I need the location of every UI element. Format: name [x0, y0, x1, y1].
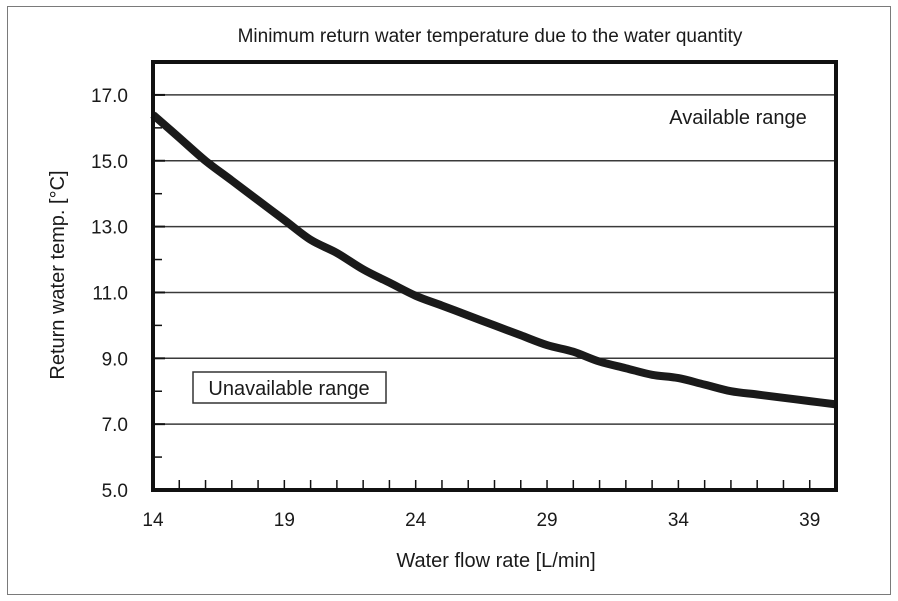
y-tick-label: 11.0 [92, 283, 128, 304]
y-tick-label: 9.0 [102, 349, 128, 370]
series-curve [150, 111, 837, 409]
x-tick-label: 34 [668, 510, 690, 531]
y-axis-ticks: 5.0 7.0 9.0 11.0 13.0 15.0 17.0 [91, 86, 165, 502]
gridlines [153, 94, 836, 425]
unavailable-range-box [192, 371, 387, 404]
chart-title: Minimum return water temperature due to … [238, 26, 743, 47]
x-tick-label: 24 [405, 510, 427, 531]
y-tick-label: 13.0 [91, 218, 128, 239]
unavailable-range-label: Unavailable range [208, 378, 369, 400]
y-tick-label: 17.0 [91, 86, 128, 107]
y-tick-label: 5.0 [102, 481, 128, 502]
x-tick-label: 29 [536, 510, 557, 531]
plot-area-border [151, 60, 838, 492]
x-axis-ticks: 14 19 24 29 34 39 [142, 510, 820, 531]
x-tick-label: 14 [142, 510, 164, 531]
y-tick-label: 15.0 [91, 152, 128, 173]
y-axis-label: Return water temp. [°C] [47, 170, 69, 379]
y-tick-label: 7.0 [102, 415, 128, 436]
x-tick-label: 19 [274, 510, 295, 531]
x-tick-label: 39 [799, 510, 820, 531]
available-range-label: Available range [669, 107, 807, 129]
x-axis-label: Water flow rate [L/min] [396, 550, 595, 572]
minor-ticks [152, 127, 811, 490]
chart-frame [7, 6, 891, 595]
